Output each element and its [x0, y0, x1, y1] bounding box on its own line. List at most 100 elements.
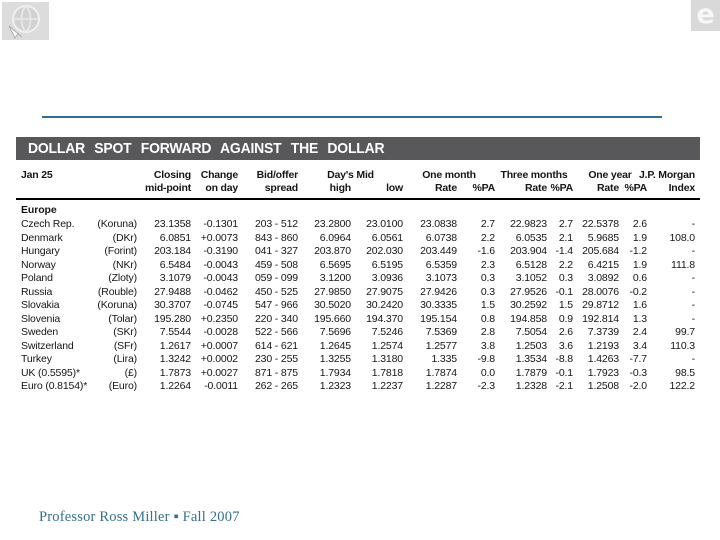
value-cell: 843 - 860: [254, 231, 298, 244]
value-cell: 522 - 566: [254, 326, 298, 338]
value-cell: 1.2264: [159, 380, 191, 392]
value-cell: 1.2574: [371, 339, 403, 352]
header-change: Change: [200, 169, 239, 181]
value-cell: 110.3: [670, 339, 695, 352]
value-cell: 262 - 265: [254, 380, 298, 392]
value-cell: 2.4: [632, 326, 647, 338]
value-cell: 3.8: [480, 339, 495, 352]
value-cell: 195.280: [154, 312, 191, 325]
currency-cell: (Tolar): [108, 312, 137, 325]
value-cell: 459 - 508: [254, 258, 298, 271]
value-cell: 7.3739: [587, 326, 619, 338]
currency-cell: (Euro): [108, 380, 137, 392]
currency-cell: (Lira): [113, 353, 137, 365]
value-cell: 7.5544: [159, 326, 191, 338]
value-cell: 7.5369: [425, 326, 457, 338]
header-rate-1y: Rate: [597, 182, 619, 194]
value-cell: -: [691, 218, 696, 230]
table-row: Czech Rep. (Koruna) 23.1358 -0.1301 203 - 51…: [16, 218, 700, 232]
country-cell: Poland: [21, 272, 53, 284]
value-cell: 0.0: [480, 366, 495, 379]
value-cell: 0.8: [480, 312, 495, 325]
value-cell: 2.2: [558, 258, 573, 271]
value-cell: 2.6: [558, 326, 573, 338]
value-cell: 30.3335: [420, 299, 457, 311]
country-cell: Euro (0.8154)*: [21, 380, 88, 392]
value-cell: 041 - 327: [254, 245, 298, 257]
header-pa-1y: %PA: [624, 182, 647, 194]
value-cell: 23.0838: [420, 218, 457, 230]
country-cell: Turkey: [21, 353, 52, 365]
currency-cell: (Zloty): [108, 272, 137, 284]
country-cell: Switzerland: [21, 339, 74, 352]
value-cell: -0.0745: [203, 299, 238, 311]
value-cell: 23.2800: [314, 218, 351, 230]
value-cell: 108.0: [669, 231, 695, 244]
value-cell: 2.7: [558, 218, 573, 230]
value-cell: 1.2645: [319, 339, 351, 352]
header-rate-1m: Rate: [435, 182, 457, 194]
value-cell: 0.3: [558, 272, 573, 284]
value-cell: 6.0535: [515, 231, 547, 244]
country-cell: Slovakia: [21, 299, 60, 311]
value-cell: 6.5484: [159, 258, 191, 271]
value-cell: 2.8: [480, 326, 495, 338]
value-cell: 7.5246: [371, 326, 403, 338]
value-cell: -7.7: [629, 353, 648, 365]
table-row: Sweden (SKr) 7.5544 -0.0028 522 - 566 7.5696 7…: [16, 326, 700, 340]
value-cell: 205.684: [582, 245, 619, 257]
value-cell: 3.6: [558, 339, 573, 352]
table-row: Slovenia (Tolar) 195.280 +0.2350 220 - 340 19…: [16, 313, 700, 327]
value-cell: -: [691, 353, 696, 365]
value-cell: 27.9426: [420, 285, 457, 298]
header-three-months: Three months: [500, 169, 568, 181]
value-cell: 203.904: [510, 245, 547, 257]
table-row: Poland (Zloty) 3.1079 -0.0043 059 - 099 3.120…: [16, 272, 700, 286]
value-cell: 2.6: [632, 218, 647, 230]
value-cell: 5.9685: [587, 231, 619, 244]
value-cell: 220 - 340: [254, 312, 298, 325]
header-one-year: One year: [588, 169, 632, 181]
value-cell: -: [691, 299, 696, 311]
value-cell: 3.4: [632, 339, 647, 352]
value-cell: 1.2508: [587, 380, 619, 392]
value-cell: -: [691, 312, 696, 325]
value-cell: 1.2328: [515, 380, 547, 392]
value-cell: 1.2193: [587, 339, 619, 352]
header-spread: spread: [264, 182, 298, 194]
country-cell: Russia: [21, 285, 53, 298]
currency-cell: (Koruna): [97, 299, 137, 311]
value-cell: 195.154: [420, 312, 457, 325]
value-cell: 30.5020: [314, 299, 351, 311]
value-cell: 450 - 525: [254, 285, 298, 298]
value-cell: 3.1079: [159, 272, 191, 284]
table-row: Euro (0.8154)* (Euro) 1.2264 -0.0011 262 - 2…: [16, 380, 700, 394]
value-cell: 7.5054: [515, 326, 547, 338]
country-cell: Sweden: [21, 326, 59, 338]
value-cell: 203.184: [154, 245, 191, 257]
globe-browser-icon: [2, 2, 49, 40]
currency-cell: (£): [124, 366, 138, 379]
value-cell: 3.0936: [371, 272, 403, 284]
value-cell: 2.3: [480, 258, 495, 271]
currency-cell: (Rouble): [97, 285, 137, 298]
table-header: Jan 25 Closing Change Bid/offer Day's Mi…: [16, 169, 700, 200]
value-cell: -0.1: [555, 366, 574, 379]
value-cell: 1.7879: [515, 366, 547, 379]
header-date: Jan 25: [21, 169, 53, 181]
value-cell: 6.0561: [371, 231, 403, 244]
value-cell: 194.370: [366, 312, 403, 325]
value-cell: 111.8: [671, 258, 695, 271]
value-cell: +0.0027: [200, 366, 238, 379]
value-cell: 7.5696: [319, 326, 351, 338]
value-cell: 6.5359: [425, 258, 457, 271]
value-cell: 98.5: [675, 366, 695, 379]
value-cell: 6.5195: [371, 258, 403, 271]
value-cell: -0.0011: [204, 380, 238, 392]
value-cell: 2.1: [558, 231, 573, 244]
value-cell: 27.9850: [314, 285, 351, 298]
value-cell: 203 - 512: [254, 218, 298, 230]
country-cell: Czech Rep.: [21, 218, 75, 230]
value-cell: -: [691, 245, 696, 257]
